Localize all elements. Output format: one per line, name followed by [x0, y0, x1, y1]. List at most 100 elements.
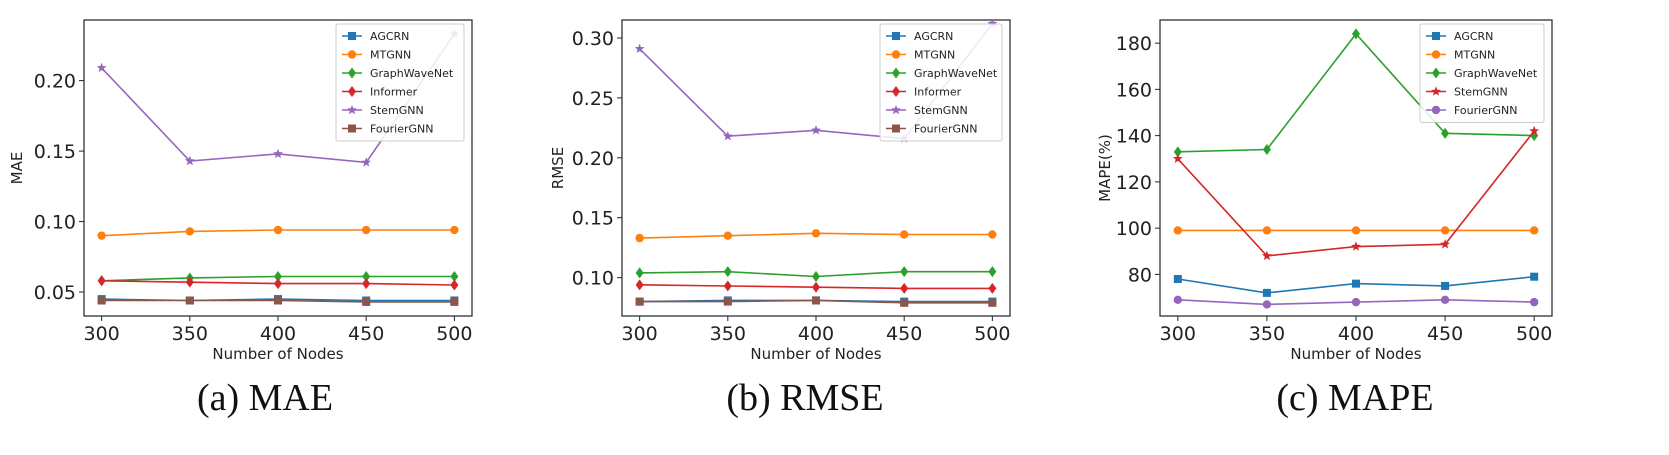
data-point — [1262, 250, 1272, 261]
legend-marker — [892, 67, 900, 79]
series-mtgnn — [1173, 226, 1539, 235]
data-point — [988, 266, 997, 278]
x-tick-label: 450 — [1427, 323, 1463, 345]
data-point — [273, 225, 283, 235]
legend-marker — [891, 104, 901, 115]
legend-label: StemGNN — [370, 104, 424, 117]
data-point — [97, 275, 106, 287]
data-point — [899, 230, 909, 239]
panel-caption: (b) RMSE — [726, 377, 883, 419]
data-point — [1351, 297, 1361, 307]
legend-marker — [1431, 105, 1441, 115]
legend: AGCRN MTGNN GraphWaveNet StemGNN FourierGNN — [1419, 23, 1545, 123]
x-tick-label: 450 — [348, 323, 384, 345]
data-point — [1262, 226, 1272, 235]
legend-box — [1419, 23, 1545, 123]
data-point — [185, 276, 194, 288]
legend-box — [879, 23, 1003, 142]
legend-label: FourierGNN — [370, 123, 434, 136]
x-tick-label: 300 — [622, 323, 658, 345]
panel-caption: (c) MAPE — [1276, 377, 1433, 419]
data-point — [1172, 153, 1183, 163]
data-point — [900, 298, 909, 307]
data-point — [722, 131, 733, 141]
y-tick-label: 160 — [1116, 79, 1152, 101]
data-point — [450, 279, 459, 291]
data-point — [1352, 28, 1360, 40]
x-axis-label: Number of Nodes — [750, 345, 881, 363]
legend-marker — [348, 32, 356, 40]
data-point — [635, 233, 644, 243]
data-point — [185, 227, 195, 236]
data-point — [1262, 300, 1272, 309]
series-stemgnn — [1172, 125, 1540, 261]
x-tick-label: 400 — [1338, 323, 1374, 345]
legend-label: AGCRN — [1454, 30, 1493, 43]
data-point — [1351, 226, 1361, 235]
legend-label: FourierGNN — [914, 123, 978, 136]
y-tick-label: 0.05 — [34, 282, 76, 304]
data-point — [987, 18, 998, 28]
series-fouriergnn — [635, 296, 997, 307]
legend-marker — [348, 86, 356, 97]
y-axis-label: MAPE(%) — [1096, 134, 1114, 202]
legend-label: GraphWaveNet — [1454, 67, 1538, 80]
legend-marker — [1432, 32, 1440, 40]
legend-label: AGCRN — [370, 30, 409, 43]
data-point — [274, 271, 282, 283]
data-point — [361, 225, 371, 235]
y-tick-label: 100 — [1116, 218, 1152, 240]
x-tick-label: 400 — [260, 323, 296, 345]
series-graphwavenet — [1173, 28, 1539, 158]
data-point — [812, 296, 820, 305]
legend-marker — [892, 32, 900, 40]
y-tick-label: 0.10 — [34, 212, 76, 234]
y-tick-label: 0.20 — [572, 148, 614, 170]
x-tick-label: 500 — [1516, 323, 1552, 345]
data-point — [812, 281, 820, 293]
data-point — [1529, 125, 1540, 136]
data-point — [1529, 226, 1539, 235]
legend-label: Informer — [914, 86, 962, 99]
data-point — [812, 270, 820, 282]
data-point — [96, 62, 107, 73]
x-axis-label: Number of Nodes — [1290, 345, 1421, 363]
data-point — [1440, 226, 1450, 235]
legend-marker — [891, 50, 901, 59]
data-point — [361, 157, 372, 167]
data-point — [723, 297, 732, 306]
series-agcrn — [1173, 272, 1539, 297]
panel-caption: (a) MAE — [197, 377, 333, 419]
data-point — [635, 279, 644, 291]
series-fouriergnn — [97, 296, 459, 306]
x-axis-label: Number of Nodes — [212, 345, 343, 363]
x-tick-label: 300 — [84, 323, 120, 345]
data-point — [900, 266, 909, 278]
data-point — [1262, 288, 1271, 297]
y-tick-label: 140 — [1116, 126, 1152, 148]
series-graphwavenet — [635, 266, 997, 282]
data-point — [450, 225, 459, 235]
data-point — [1173, 295, 1183, 305]
x-tick-label: 350 — [1249, 323, 1285, 345]
legend-label: FourierGNN — [1454, 104, 1518, 117]
chart-mape: 300 350 400 450 500 80 100 120 140 160 180 Number o… — [1096, 19, 1553, 419]
series-informer — [97, 275, 459, 291]
legend-marker — [347, 50, 357, 59]
data-point — [811, 229, 821, 238]
data-point — [1173, 146, 1182, 158]
x-tick-label: 350 — [172, 323, 208, 345]
data-point — [634, 43, 645, 53]
data-point — [450, 271, 459, 283]
y-tick-label: 0.15 — [34, 141, 76, 163]
series-informer — [635, 279, 997, 294]
data-point — [450, 297, 459, 306]
legend-label: StemGNN — [914, 104, 968, 117]
data-point — [1351, 241, 1361, 251]
legend-marker — [347, 104, 357, 115]
data-point — [635, 267, 644, 279]
data-point — [274, 278, 282, 290]
data-point — [1173, 226, 1183, 235]
y-tick-label: 0.15 — [572, 208, 614, 230]
